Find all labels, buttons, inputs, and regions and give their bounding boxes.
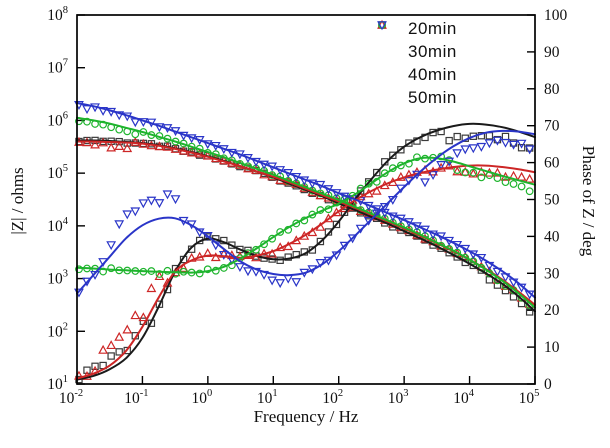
series-30min-impedance-markers	[74, 136, 535, 308]
legend-label: 40min	[408, 64, 457, 84]
x-axis-title: Frequency / Hz	[253, 407, 359, 426]
tick-label: 106	[47, 110, 68, 129]
tick-label: 102	[322, 388, 343, 407]
tick-label: 108	[47, 5, 68, 24]
axis-ticks: 0 10 20 30 40 50 60 70 80 90 100	[76, 7, 568, 393]
plot-frame	[76, 14, 536, 385]
legend-item-30min: 30min	[374, 19, 457, 63]
tick-label: 107	[47, 58, 68, 77]
legend-label: 30min	[408, 41, 457, 61]
series-30min-phase-line	[76, 164, 536, 380]
series-40min-phase-markers	[75, 152, 534, 278]
y-left-axis-title: |Z| / ohms	[8, 167, 27, 235]
tick-label: 30	[544, 265, 560, 282]
tick-label: 100	[544, 7, 568, 24]
tick-label: 103	[47, 269, 68, 288]
legend-label: 50min	[408, 87, 457, 107]
tick-label: 80	[544, 81, 560, 98]
tick-label: 10	[544, 339, 560, 356]
tick-label: 105	[519, 388, 540, 407]
legend-item-50min: 50min	[374, 21, 457, 109]
tick-label: 103	[388, 388, 409, 407]
series-50min-impedance-line	[76, 102, 536, 299]
tick-label: 10-1	[124, 388, 148, 407]
tick-label: 104	[47, 216, 69, 235]
tick-label: 20	[544, 302, 560, 319]
tick-label: 100	[191, 388, 212, 407]
legend-label: 20min	[408, 18, 457, 38]
tick-label: 60	[544, 155, 560, 172]
series-50min-phase-line	[76, 129, 536, 295]
tick-label: 70	[544, 118, 560, 135]
tick-label: 105	[47, 163, 68, 182]
triangle-up-marker-icon	[374, 19, 394, 60]
tick-label: 40	[544, 228, 560, 245]
tick-label: 0	[544, 376, 552, 393]
tick-label: 50	[544, 192, 560, 209]
tick-label: 101	[257, 388, 278, 407]
legend-item-40min: 40min	[374, 21, 457, 86]
tick-label: 90	[544, 44, 560, 61]
triangle-down-marker-icon	[374, 21, 394, 106]
fit-lines	[76, 102, 536, 381]
legend: 20min 30min 40min 50min	[374, 17, 457, 109]
tick-label: 104	[453, 388, 475, 407]
series-40min-impedance-line	[76, 116, 536, 309]
tick-label: 102	[47, 321, 68, 340]
circle-marker-icon	[374, 21, 394, 83]
series-40min-phase-line	[76, 156, 536, 274]
series-20min-phase-line	[76, 122, 536, 381]
y-right-axis-title: Phase of Z / deg	[579, 145, 598, 257]
